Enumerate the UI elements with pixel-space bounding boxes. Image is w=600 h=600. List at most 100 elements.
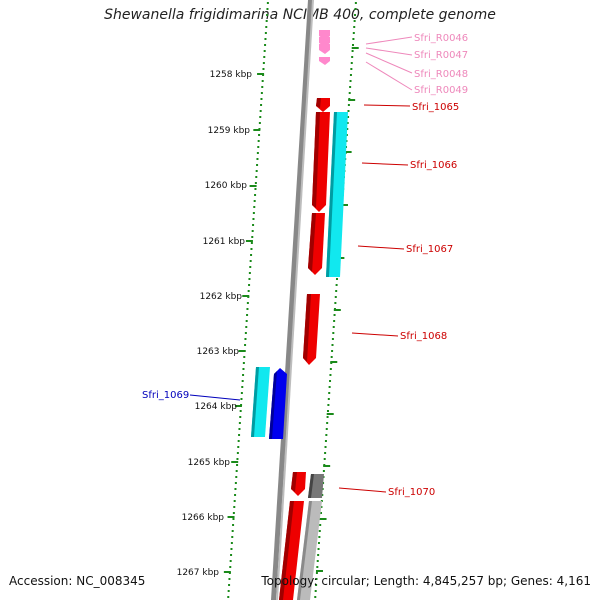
scale-dot: [241, 386, 244, 388]
scale-dot: [347, 110, 350, 112]
scale-dot: [237, 446, 240, 448]
scale-dot: [266, 8, 269, 10]
scale-dot: [227, 596, 230, 598]
scale-dot: [238, 422, 241, 424]
scale-dot: [236, 464, 239, 466]
gene-label-sfri-1070[interactable]: Sfri_1070: [388, 487, 435, 498]
tick-label: 1263 kbp: [197, 347, 240, 357]
gene-label-sfri-r0048[interactable]: Sfri_R0048: [414, 69, 468, 80]
genome-backbone-shadow: [276, 0, 314, 600]
scale-dot: [254, 182, 257, 184]
scale-dot: [243, 356, 246, 358]
scale-dot: [319, 524, 322, 526]
scale-dot: [336, 278, 339, 280]
scale-major-tick: [238, 350, 246, 352]
scale-dot: [238, 434, 241, 436]
scale-major-tick: [326, 413, 334, 415]
scale-dot: [354, 14, 357, 16]
genome-title: Shewanella frigidimarina NCIMB 400, comp…: [104, 7, 496, 23]
scale-dot: [250, 254, 253, 256]
scale-major-tick: [315, 570, 323, 572]
rna-sfri-r0048[interactable]: [319, 44, 330, 54]
scale-dot: [332, 332, 335, 334]
tick-label: 1262 kbp: [200, 292, 243, 302]
scale-major-tick: [231, 461, 239, 463]
scale-dot: [335, 284, 338, 286]
scale-dot: [326, 422, 329, 424]
scale-dot: [238, 428, 241, 430]
tick-label: 1267 kbp: [177, 568, 220, 578]
scale-dot: [316, 566, 319, 568]
gene-label-sfri-1067[interactable]: Sfri_1067: [406, 244, 453, 255]
scale-dot: [251, 236, 254, 238]
scale-dot: [351, 44, 354, 46]
gene-label-sfri-1066[interactable]: Sfri_1066: [410, 160, 457, 171]
scale-dot: [236, 458, 239, 460]
scale-dot: [351, 50, 354, 52]
scale-dot: [230, 554, 233, 556]
scale-dot: [258, 134, 261, 136]
scale-dot: [245, 320, 248, 322]
scale-dot: [252, 218, 255, 220]
rna-sfri-r0049[interactable]: [319, 57, 330, 65]
gene-sfri-1070-shade: [291, 472, 297, 492]
scale-dot: [235, 476, 238, 478]
gene-label-sfri-1069[interactable]: Sfri_1069: [142, 390, 189, 401]
gene-features: [251, 98, 348, 600]
scale-dot: [237, 440, 240, 442]
scale-dot: [258, 122, 261, 124]
scale-dot: [245, 326, 248, 328]
scale-dot: [318, 530, 321, 532]
scale-dot: [244, 344, 247, 346]
scale-dot: [233, 500, 236, 502]
scale-dot: [329, 368, 332, 370]
scale-dot: [234, 494, 237, 496]
gene-label-sfri-r0049[interactable]: Sfri_R0049: [414, 85, 468, 96]
scale-dot: [263, 50, 266, 52]
gene-label-sfri-1065[interactable]: Sfri_1065: [412, 102, 459, 113]
tick-label: 1261 kbp: [203, 237, 246, 247]
scale-dot: [317, 548, 320, 550]
scale-dot: [260, 104, 263, 106]
scale-dot: [332, 326, 335, 328]
gene-cyan-1066-1067[interactable]: [326, 112, 348, 277]
scale-dot: [246, 302, 249, 304]
gene-label-sfri-r0046[interactable]: Sfri_R0046: [414, 33, 468, 44]
scale-dot: [248, 284, 251, 286]
scale-dot: [251, 230, 254, 232]
scale-dot: [314, 596, 317, 598]
scale-dot: [259, 110, 262, 112]
scale-dot: [329, 380, 332, 382]
tick-label: 1260 kbp: [205, 181, 248, 191]
gene-label-sfri-1068[interactable]: Sfri_1068: [400, 331, 447, 342]
scale-major-tick: [253, 129, 261, 131]
scale-dot: [239, 416, 242, 418]
leader-1070: [338, 487, 387, 493]
gene-light-gray-lower[interactable]: [297, 501, 322, 600]
accession-text: Accession: NC_008345: [9, 574, 146, 588]
scale-major-tick: [249, 185, 257, 187]
scale-dot: [265, 20, 268, 22]
scale-dot: [265, 26, 268, 28]
scale-dot: [346, 122, 349, 124]
scale-major-tick: [330, 361, 338, 363]
scale-dot: [236, 452, 239, 454]
gene-sfri-1068-shade: [303, 294, 311, 362]
scale-major-tick: [348, 99, 356, 101]
scale-dot: [350, 62, 353, 64]
scale-major-tick: [323, 465, 331, 467]
tick-label: 1259 kbp: [208, 126, 251, 136]
scale-dot: [335, 290, 338, 292]
scale-dot: [266, 2, 269, 4]
scale-dot: [229, 560, 232, 562]
scale-dot: [257, 140, 260, 142]
scale-dot: [262, 68, 265, 70]
gene-label-sfri-r0047[interactable]: Sfri_R0047: [414, 50, 468, 61]
scale-dot: [232, 524, 235, 526]
scale-dot: [353, 26, 356, 28]
tick-label: 1265 kbp: [188, 458, 231, 468]
scale-dot: [349, 86, 352, 88]
scale-dot: [324, 440, 327, 442]
tick-label: 1258 kbp: [210, 70, 253, 80]
scale-dot: [315, 578, 318, 580]
